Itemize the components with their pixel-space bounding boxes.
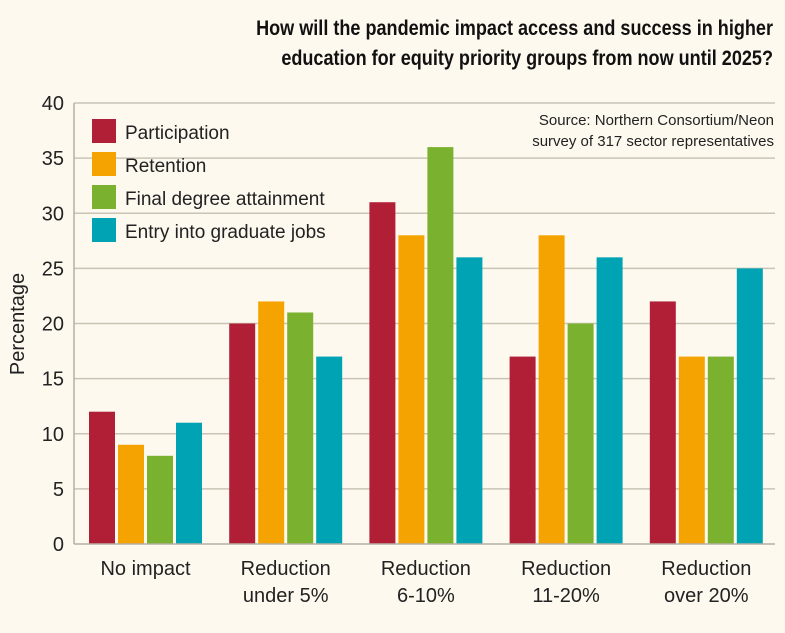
y-tick-labels: 0 5 10 15 20 25 30 35 40 xyxy=(42,93,64,556)
chart-title-line-2: education for equity priority groups fro… xyxy=(281,47,773,70)
legend-label: Final degree attainment xyxy=(125,189,325,210)
bar-retention xyxy=(258,301,285,544)
x-category-label: No impact xyxy=(100,558,190,580)
axes xyxy=(73,103,775,545)
legend-swatch xyxy=(92,152,116,176)
bar-retention xyxy=(678,356,705,544)
bar-entry-into-graduate-jobs xyxy=(596,257,623,544)
bar-entry-into-graduate-jobs xyxy=(736,268,763,544)
bar-retention xyxy=(398,235,425,545)
chart-title-line-1: How will the pandemic impact access and … xyxy=(256,17,773,40)
x-category-label: 6-10% xyxy=(397,585,455,607)
legend-swatch xyxy=(92,218,116,242)
x-category-label: under 5% xyxy=(243,585,329,607)
x-category-labels: No impact Reduction under 5% Reduction 6-10%… xyxy=(100,558,751,607)
y-tick-label: 35 xyxy=(42,148,64,170)
bar-final-degree-attainment xyxy=(567,323,594,544)
bar-final-degree-attainment xyxy=(427,147,454,544)
bars xyxy=(89,147,763,545)
y-tick-label: 25 xyxy=(42,258,64,280)
source-line-1: Source: Northern Consortium/Neon xyxy=(539,112,774,129)
x-category-label: Reduction xyxy=(661,558,751,580)
legend: Participation Retention Final degree attai… xyxy=(92,119,326,243)
bar-retention xyxy=(538,235,565,545)
legend-label: Participation xyxy=(125,123,230,144)
y-tick-label: 5 xyxy=(53,479,64,501)
x-category-label: Reduction xyxy=(381,558,471,580)
bar-participation xyxy=(649,301,676,544)
legend-label: Retention xyxy=(125,156,206,177)
legend-swatch xyxy=(92,119,116,143)
bar-entry-into-graduate-jobs xyxy=(176,422,202,544)
bar-entry-into-graduate-jobs xyxy=(316,356,343,544)
bar-participation xyxy=(509,356,536,544)
y-tick-label: 0 xyxy=(53,534,64,556)
source-line-2: survey of 317 sector representatives xyxy=(532,133,774,150)
bar-final-degree-attainment xyxy=(287,312,314,544)
bar-participation xyxy=(369,202,396,544)
bar-entry-into-graduate-jobs xyxy=(456,257,483,544)
y-tick-label: 10 xyxy=(42,424,64,446)
source-note: Source: Northern Consortium/Neon survey … xyxy=(532,112,774,150)
bar-participation xyxy=(229,323,256,544)
chart-title: How will the pandemic impact access and … xyxy=(171,14,773,74)
y-tick-label: 40 xyxy=(42,93,64,115)
legend-label: Entry into graduate jobs xyxy=(125,222,326,243)
bar-retention xyxy=(118,444,144,544)
bar-final-degree-attainment xyxy=(147,455,173,544)
x-category-label: over 20% xyxy=(664,585,749,607)
x-category-label: 11-20% xyxy=(532,585,600,607)
x-category-label: Reduction xyxy=(241,558,331,580)
y-tick-label: 15 xyxy=(42,369,64,391)
y-tick-label: 20 xyxy=(42,314,64,336)
legend-swatch xyxy=(92,185,116,209)
bar-final-degree-attainment xyxy=(707,356,734,544)
x-category-label: Reduction xyxy=(521,558,611,580)
y-axis-label: Percentage xyxy=(7,273,29,375)
bar-participation xyxy=(89,411,115,544)
y-tick-label: 30 xyxy=(42,203,64,225)
